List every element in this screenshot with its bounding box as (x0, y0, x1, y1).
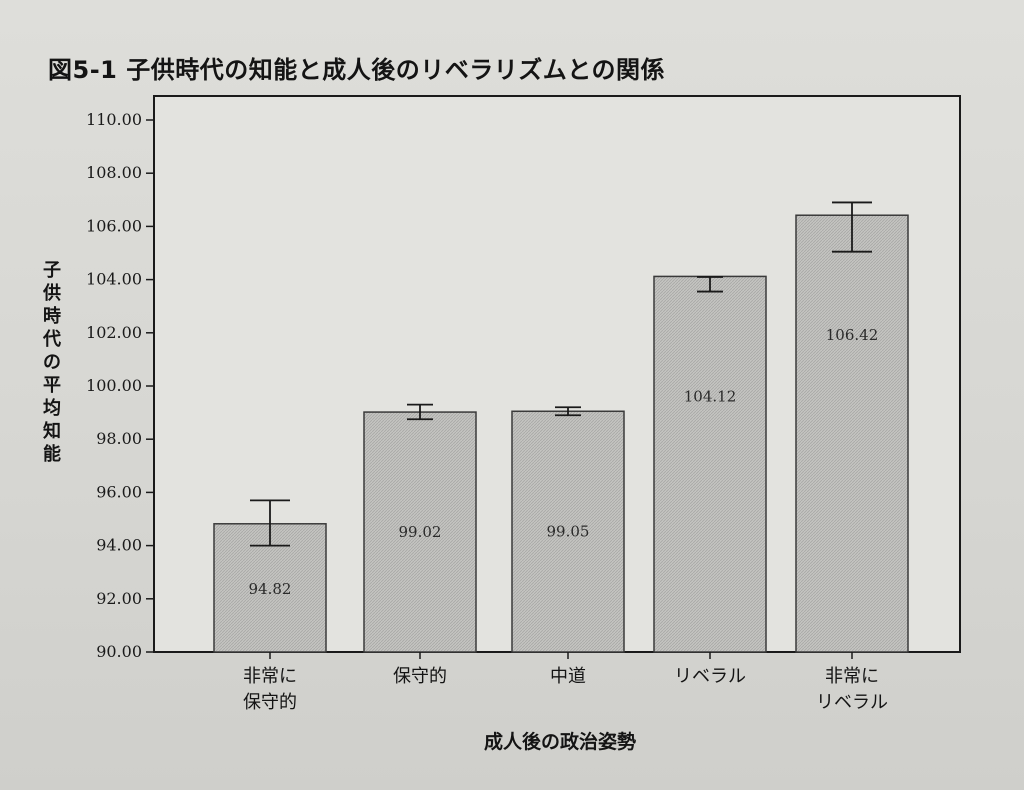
bars: 94.82 99.02 99.05 104.12 106.42 (213, 201, 909, 653)
y-tick-label: 90.00 (96, 642, 142, 661)
x-category-label: 非常に保守的 (243, 666, 297, 713)
x-axis-title: 成人後の政治姿勢 (484, 730, 636, 753)
x-category-label: 保守的 (393, 666, 447, 687)
x-category-label: リベラル (674, 666, 746, 687)
bar (363, 411, 477, 653)
x-category-label: 中道 (550, 666, 586, 687)
x-category-label: 非常にリベラル (816, 666, 888, 713)
bar-value-label: 99.05 (547, 522, 590, 540)
y-tick-label: 110.00 (86, 110, 142, 129)
bar-value-label: 99.02 (399, 523, 442, 541)
y-axis: 90.00 92.00 94.00 96.00 98.00 100.00 102.00 104… (86, 110, 154, 661)
y-axis-title: 子供時代の平均知能 (42, 260, 61, 465)
y-tick-label: 106.00 (86, 216, 142, 235)
y-tick-label: 94.00 (96, 536, 142, 555)
y-tick-label: 102.00 (86, 323, 142, 342)
bar (653, 275, 767, 653)
y-tick-label: 92.00 (96, 589, 142, 608)
bar-value-label: 94.82 (249, 580, 292, 598)
y-tick-label: 108.00 (86, 163, 142, 182)
bar-value-label: 104.12 (684, 387, 737, 405)
y-tick-label: 98.00 (96, 429, 142, 448)
bar (795, 214, 909, 653)
y-tick-label: 100.00 (86, 376, 142, 395)
x-axis: 非常に保守的 保守的 中道 リベラル 非常にリベラル (243, 652, 888, 713)
bar (511, 410, 625, 653)
y-tick-label: 96.00 (96, 482, 142, 501)
y-tick-label: 104.00 (86, 270, 142, 289)
bar-value-label: 106.42 (826, 326, 879, 344)
figure-title: 図5-1 子供時代の知能と成人後のリベラリズムとの関係 (48, 56, 665, 84)
